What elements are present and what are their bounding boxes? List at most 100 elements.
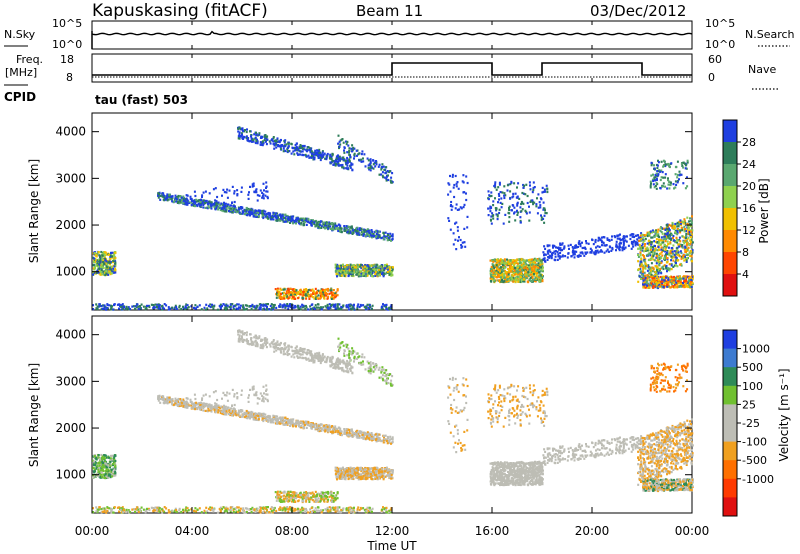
echo-cell xyxy=(666,261,668,264)
echo-cell xyxy=(319,294,322,297)
echo-cell xyxy=(548,244,551,247)
echo-cell xyxy=(358,263,361,267)
echo-cell xyxy=(655,284,658,287)
echo-cell xyxy=(544,209,546,212)
echo-cell xyxy=(540,268,543,271)
echo-cell xyxy=(691,233,693,236)
echo-cell xyxy=(512,259,515,262)
echo-cell xyxy=(685,280,688,284)
echo-cell xyxy=(351,273,354,276)
echo-cell xyxy=(688,280,691,283)
echo-cell xyxy=(343,151,346,154)
echo-cell xyxy=(617,234,620,237)
freq-nave-panel: Freq. [MHz] 18 8 60 0 Nave xyxy=(4,53,778,90)
echo-cell xyxy=(531,275,534,279)
echo-cell xyxy=(305,223,308,226)
echo-cell xyxy=(634,244,637,247)
echo-cell xyxy=(169,195,172,198)
echo-cell xyxy=(646,276,649,279)
echo-cell xyxy=(541,191,544,194)
echo-cell xyxy=(352,146,355,149)
echo-cell xyxy=(161,308,164,311)
echo-cell xyxy=(622,240,625,243)
echo-cell xyxy=(520,202,523,206)
echo-cell xyxy=(685,260,688,263)
echo-cell xyxy=(298,150,301,153)
echo-cell xyxy=(516,258,518,261)
echo-cell xyxy=(290,220,293,223)
echo-cell xyxy=(676,221,679,224)
echo-cell xyxy=(300,145,302,148)
echo-cell xyxy=(334,222,337,225)
echo-cell xyxy=(654,245,656,248)
echo-cell xyxy=(232,205,235,208)
echo-cell xyxy=(327,295,330,298)
echo-cell xyxy=(508,216,511,219)
echo-cell xyxy=(530,266,533,269)
echo-cell xyxy=(520,210,523,213)
echo-cell xyxy=(222,210,225,213)
echo-cell xyxy=(195,198,198,201)
echo-cell xyxy=(371,234,374,237)
echo-cell xyxy=(346,271,349,274)
echo-cell xyxy=(516,204,519,207)
echo-cell xyxy=(273,142,276,145)
echo-cell xyxy=(559,247,562,250)
echo-cell xyxy=(372,275,375,278)
echo-cell xyxy=(513,261,516,265)
echo-cell xyxy=(536,271,539,274)
echo-cell xyxy=(531,199,534,202)
echo-cell xyxy=(667,246,670,249)
echo-cell xyxy=(264,210,267,213)
echo-cell xyxy=(283,291,286,294)
echo-cell xyxy=(672,259,675,262)
echo-cell xyxy=(540,266,543,269)
echo-cell xyxy=(355,269,357,272)
echo-cell xyxy=(226,205,229,208)
echo-cell xyxy=(322,226,325,229)
echo-cell xyxy=(512,277,515,280)
echo-cell xyxy=(379,265,382,268)
echo-cell xyxy=(321,150,324,153)
echo-cell xyxy=(578,240,581,243)
echo-cell xyxy=(595,251,598,254)
echo-cell xyxy=(492,217,495,220)
echo-cell xyxy=(156,305,158,309)
echo-cell xyxy=(573,251,576,254)
echo-cell xyxy=(315,151,318,154)
echo-cell xyxy=(535,263,538,266)
echo-cell xyxy=(544,190,547,193)
echo-cell xyxy=(319,220,322,223)
echo-cell xyxy=(675,281,678,284)
echo-cell xyxy=(250,210,253,213)
echo-cell xyxy=(385,263,388,266)
echo-cell xyxy=(583,246,586,249)
echo-cell xyxy=(348,226,351,229)
echo-cell xyxy=(646,231,649,234)
echo-cell xyxy=(330,304,332,307)
noise-panel-frame xyxy=(91,20,693,50)
echo-cell xyxy=(257,209,260,212)
echo-cell xyxy=(250,208,253,211)
echo-cell xyxy=(136,303,139,306)
echo-cell xyxy=(674,279,677,282)
echo-cell xyxy=(686,216,689,219)
echo-cell xyxy=(255,134,258,137)
echo-cell xyxy=(529,188,532,191)
echo-cell xyxy=(690,255,693,258)
echo-cell xyxy=(594,253,597,256)
echo-cell xyxy=(267,303,269,306)
echo-cell xyxy=(137,305,140,308)
echo-cell xyxy=(259,308,262,311)
echo-cell xyxy=(677,243,680,246)
echo-cell xyxy=(594,238,597,242)
echo-cell xyxy=(643,260,646,263)
echo-cell xyxy=(575,246,578,249)
echo-cell xyxy=(668,263,671,266)
echo-cell xyxy=(355,273,358,276)
echo-cell xyxy=(350,307,352,310)
echo-cell xyxy=(675,259,678,262)
echo-cell xyxy=(668,276,671,279)
echo-cell xyxy=(656,275,659,279)
echo-cell xyxy=(672,234,675,238)
